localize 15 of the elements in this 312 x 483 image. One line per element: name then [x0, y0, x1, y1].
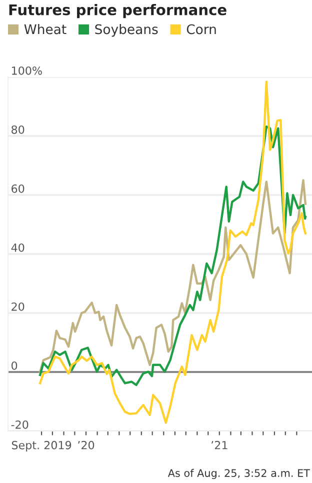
y-tick-label: 60	[12, 184, 24, 193]
legend-label: Wheat	[24, 24, 66, 34]
chart-title: Futures price performance	[9, 4, 226, 18]
x-tick-label: ’21	[212, 440, 228, 450]
y-tick-label: 80	[12, 125, 24, 134]
y-tick-label: 0	[12, 361, 18, 370]
y-tick-label: 20	[12, 302, 24, 311]
y-tick-label: -20	[11, 420, 28, 429]
y-tick-label: 100%	[12, 66, 42, 75]
y-tick-label: 40	[11, 243, 24, 252]
text: As of Aug. 25, 3:52 a.m. ET	[168, 468, 310, 479]
legend-label: Corn	[186, 24, 216, 34]
x-tick-label: ’20	[78, 440, 94, 450]
x-tick-label: Sept. 2019	[12, 440, 72, 452]
legend-label: Soybeans	[95, 24, 158, 37]
